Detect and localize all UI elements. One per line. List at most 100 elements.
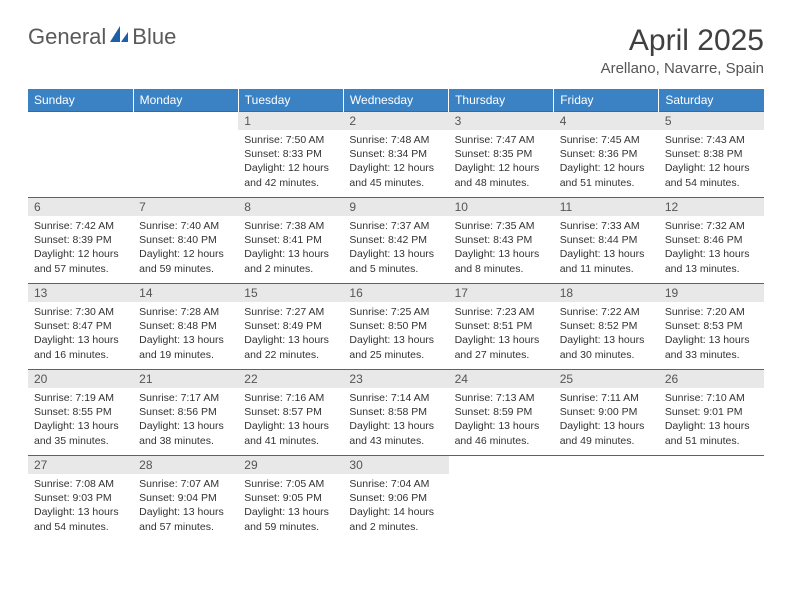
day-content: Sunrise: 7:22 AMSunset: 8:52 PMDaylight:…	[554, 302, 659, 365]
day-content: Sunrise: 7:33 AMSunset: 8:44 PMDaylight:…	[554, 216, 659, 279]
calendar-cell: 6Sunrise: 7:42 AMSunset: 8:39 PMDaylight…	[28, 198, 133, 284]
day-number: 30	[343, 456, 448, 474]
calendar-week: 0.0.1Sunrise: 7:50 AMSunset: 8:33 PMDayl…	[28, 112, 764, 198]
calendar-week: 27Sunrise: 7:08 AMSunset: 9:03 PMDayligh…	[28, 456, 764, 542]
day-content: Sunrise: 7:45 AMSunset: 8:36 PMDaylight:…	[554, 130, 659, 193]
day-header: Saturday	[659, 89, 764, 112]
day-header: Thursday	[449, 89, 554, 112]
calendar-cell: 0.	[133, 112, 238, 198]
calendar-cell: 19Sunrise: 7:20 AMSunset: 8:53 PMDayligh…	[659, 284, 764, 370]
day-content: Sunrise: 7:19 AMSunset: 8:55 PMDaylight:…	[28, 388, 133, 451]
day-number: 23	[343, 370, 448, 388]
month-title: April 2025	[601, 24, 764, 58]
day-number: 27	[28, 456, 133, 474]
day-content: Sunrise: 7:13 AMSunset: 8:59 PMDaylight:…	[449, 388, 554, 451]
calendar-body: 0.0.1Sunrise: 7:50 AMSunset: 8:33 PMDayl…	[28, 112, 764, 542]
calendar-cell: 20Sunrise: 7:19 AMSunset: 8:55 PMDayligh…	[28, 370, 133, 456]
calendar-cell: 13Sunrise: 7:30 AMSunset: 8:47 PMDayligh…	[28, 284, 133, 370]
calendar-cell: 15Sunrise: 7:27 AMSunset: 8:49 PMDayligh…	[238, 284, 343, 370]
calendar-cell: 3Sunrise: 7:47 AMSunset: 8:35 PMDaylight…	[449, 112, 554, 198]
calendar-cell: 0.	[449, 456, 554, 542]
day-number: 16	[343, 284, 448, 302]
day-number: 18	[554, 284, 659, 302]
calendar-cell: 28Sunrise: 7:07 AMSunset: 9:04 PMDayligh…	[133, 456, 238, 542]
day-content: Sunrise: 7:17 AMSunset: 8:56 PMDaylight:…	[133, 388, 238, 451]
logo-text-blue: Blue	[132, 24, 176, 50]
day-header: Wednesday	[343, 89, 448, 112]
day-number: 7	[133, 198, 238, 216]
calendar-cell: 23Sunrise: 7:14 AMSunset: 8:58 PMDayligh…	[343, 370, 448, 456]
day-number: 19	[659, 284, 764, 302]
title-block: April 2025 Arellano, Navarre, Spain	[601, 24, 764, 77]
calendar-cell: 26Sunrise: 7:10 AMSunset: 9:01 PMDayligh…	[659, 370, 764, 456]
day-number: 5	[659, 112, 764, 130]
day-content: Sunrise: 7:07 AMSunset: 9:04 PMDaylight:…	[133, 474, 238, 537]
day-number: 1	[238, 112, 343, 130]
day-header: Monday	[133, 89, 238, 112]
calendar-cell: 5Sunrise: 7:43 AMSunset: 8:38 PMDaylight…	[659, 112, 764, 198]
day-content: Sunrise: 7:05 AMSunset: 9:05 PMDaylight:…	[238, 474, 343, 537]
day-content: Sunrise: 7:35 AMSunset: 8:43 PMDaylight:…	[449, 216, 554, 279]
day-number: 2	[343, 112, 448, 130]
day-content: Sunrise: 7:47 AMSunset: 8:35 PMDaylight:…	[449, 130, 554, 193]
day-content: Sunrise: 7:27 AMSunset: 8:49 PMDaylight:…	[238, 302, 343, 365]
calendar-cell: 0.	[28, 112, 133, 198]
calendar-cell: 12Sunrise: 7:32 AMSunset: 8:46 PMDayligh…	[659, 198, 764, 284]
calendar-cell: 1Sunrise: 7:50 AMSunset: 8:33 PMDaylight…	[238, 112, 343, 198]
logo-sail-icon	[108, 24, 130, 50]
day-content: Sunrise: 7:38 AMSunset: 8:41 PMDaylight:…	[238, 216, 343, 279]
day-content: Sunrise: 7:25 AMSunset: 8:50 PMDaylight:…	[343, 302, 448, 365]
calendar-cell: 8Sunrise: 7:38 AMSunset: 8:41 PMDaylight…	[238, 198, 343, 284]
day-number: 26	[659, 370, 764, 388]
day-header: Tuesday	[238, 89, 343, 112]
calendar-cell: 0.	[659, 456, 764, 542]
calendar-week: 6Sunrise: 7:42 AMSunset: 8:39 PMDaylight…	[28, 198, 764, 284]
day-header: Sunday	[28, 89, 133, 112]
day-content: Sunrise: 7:20 AMSunset: 8:53 PMDaylight:…	[659, 302, 764, 365]
day-number: 20	[28, 370, 133, 388]
calendar-table: SundayMondayTuesdayWednesdayThursdayFrid…	[28, 89, 764, 542]
calendar-cell: 21Sunrise: 7:17 AMSunset: 8:56 PMDayligh…	[133, 370, 238, 456]
day-content: Sunrise: 7:04 AMSunset: 9:06 PMDaylight:…	[343, 474, 448, 537]
day-number: 11	[554, 198, 659, 216]
day-number: 4	[554, 112, 659, 130]
day-content: Sunrise: 7:32 AMSunset: 8:46 PMDaylight:…	[659, 216, 764, 279]
day-number: 8	[238, 198, 343, 216]
calendar-cell: 22Sunrise: 7:16 AMSunset: 8:57 PMDayligh…	[238, 370, 343, 456]
day-number: 22	[238, 370, 343, 388]
calendar-cell: 30Sunrise: 7:04 AMSunset: 9:06 PMDayligh…	[343, 456, 448, 542]
calendar-week: 13Sunrise: 7:30 AMSunset: 8:47 PMDayligh…	[28, 284, 764, 370]
calendar-cell: 0.	[554, 456, 659, 542]
calendar-cell: 10Sunrise: 7:35 AMSunset: 8:43 PMDayligh…	[449, 198, 554, 284]
day-number: 28	[133, 456, 238, 474]
calendar-cell: 25Sunrise: 7:11 AMSunset: 9:00 PMDayligh…	[554, 370, 659, 456]
calendar-cell: 27Sunrise: 7:08 AMSunset: 9:03 PMDayligh…	[28, 456, 133, 542]
calendar-cell: 29Sunrise: 7:05 AMSunset: 9:05 PMDayligh…	[238, 456, 343, 542]
day-content: Sunrise: 7:40 AMSunset: 8:40 PMDaylight:…	[133, 216, 238, 279]
header: General Blue April 2025 Arellano, Navarr…	[28, 24, 764, 77]
calendar-cell: 2Sunrise: 7:48 AMSunset: 8:34 PMDaylight…	[343, 112, 448, 198]
day-content: Sunrise: 7:28 AMSunset: 8:48 PMDaylight:…	[133, 302, 238, 365]
calendar-cell: 14Sunrise: 7:28 AMSunset: 8:48 PMDayligh…	[133, 284, 238, 370]
day-content: Sunrise: 7:16 AMSunset: 8:57 PMDaylight:…	[238, 388, 343, 451]
calendar-cell: 16Sunrise: 7:25 AMSunset: 8:50 PMDayligh…	[343, 284, 448, 370]
day-number: 29	[238, 456, 343, 474]
day-content: Sunrise: 7:42 AMSunset: 8:39 PMDaylight:…	[28, 216, 133, 279]
calendar-cell: 17Sunrise: 7:23 AMSunset: 8:51 PMDayligh…	[449, 284, 554, 370]
day-number: 10	[449, 198, 554, 216]
calendar-head: SundayMondayTuesdayWednesdayThursdayFrid…	[28, 89, 764, 112]
logo-text-general: General	[28, 24, 106, 50]
location: Arellano, Navarre, Spain	[601, 60, 764, 77]
day-number: 9	[343, 198, 448, 216]
calendar-cell: 24Sunrise: 7:13 AMSunset: 8:59 PMDayligh…	[449, 370, 554, 456]
day-content: Sunrise: 7:43 AMSunset: 8:38 PMDaylight:…	[659, 130, 764, 193]
day-number: 6	[28, 198, 133, 216]
day-number: 13	[28, 284, 133, 302]
day-content: Sunrise: 7:14 AMSunset: 8:58 PMDaylight:…	[343, 388, 448, 451]
day-number: 15	[238, 284, 343, 302]
day-number: 25	[554, 370, 659, 388]
calendar-week: 20Sunrise: 7:19 AMSunset: 8:55 PMDayligh…	[28, 370, 764, 456]
calendar-cell: 7Sunrise: 7:40 AMSunset: 8:40 PMDaylight…	[133, 198, 238, 284]
day-content: Sunrise: 7:37 AMSunset: 8:42 PMDaylight:…	[343, 216, 448, 279]
calendar-cell: 18Sunrise: 7:22 AMSunset: 8:52 PMDayligh…	[554, 284, 659, 370]
